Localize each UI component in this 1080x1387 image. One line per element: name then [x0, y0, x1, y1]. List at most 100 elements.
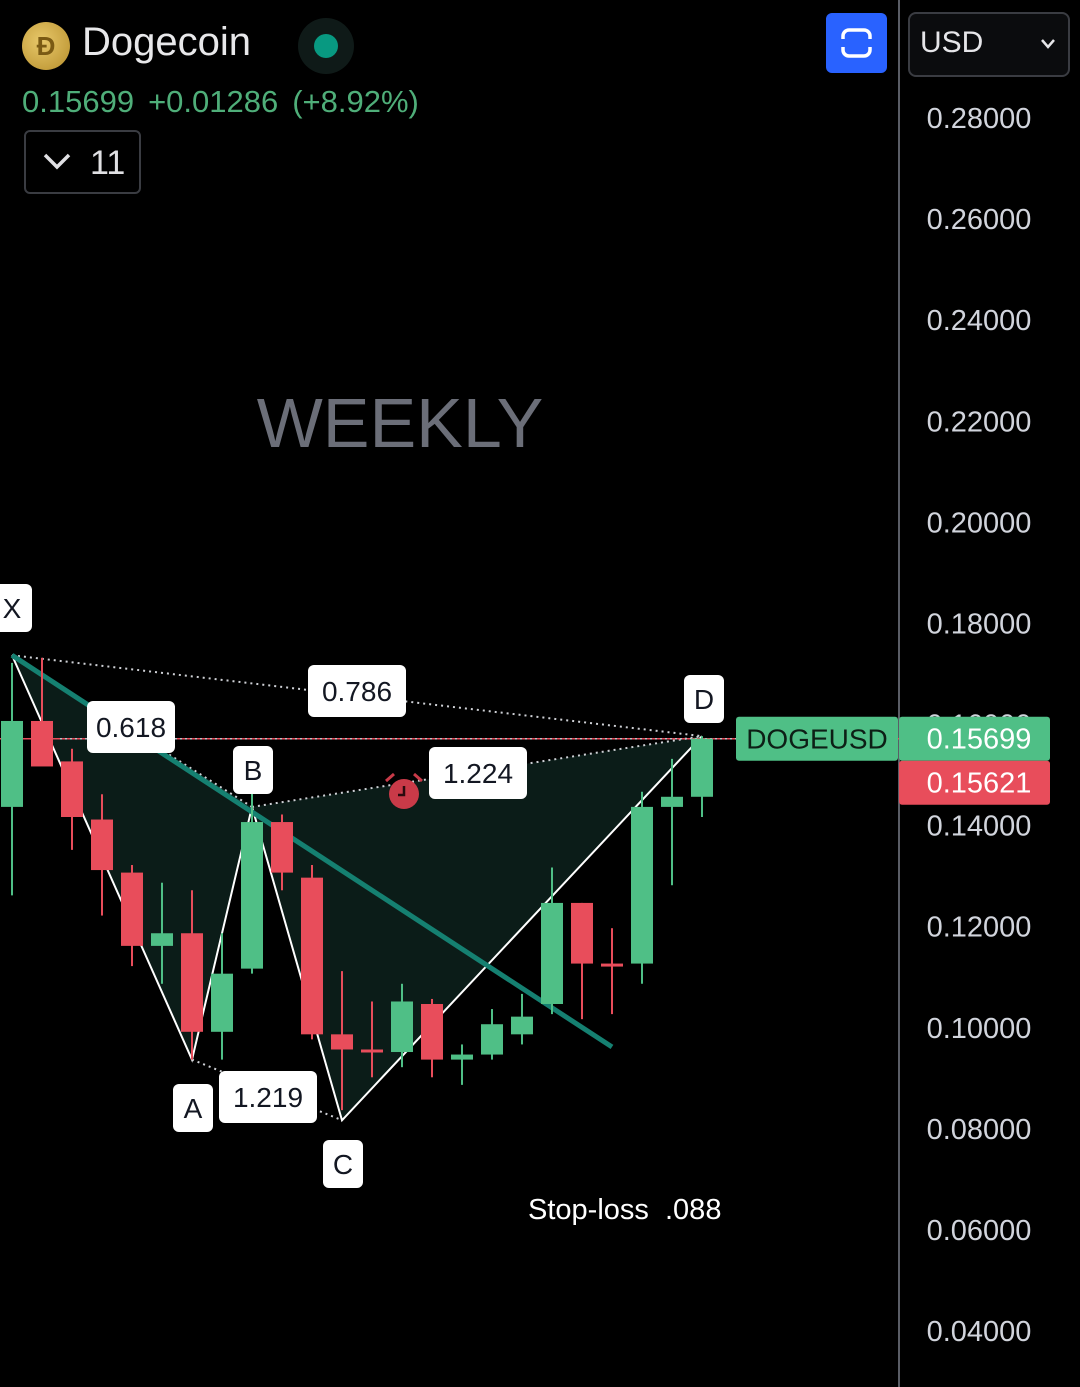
- price-change: +0.01286: [148, 84, 279, 119]
- last-price-tag-label: 0.15699: [927, 724, 1032, 756]
- y-tick-label: 0.28000: [927, 103, 1032, 135]
- candle-body: [241, 822, 263, 969]
- prev-close-tag: [899, 760, 1050, 805]
- alarm-clock-icon: [385, 772, 423, 809]
- candle-body: [361, 1049, 383, 1053]
- label-box: [233, 746, 273, 794]
- candle-body: [511, 1016, 533, 1035]
- y-tick-label: 0.24000: [927, 305, 1032, 337]
- candle: [271, 814, 293, 891]
- pattern-ratio-line: [11, 654, 703, 738]
- candle: [421, 998, 443, 1078]
- candle-body: [271, 822, 293, 873]
- y-tick-label: 0.10000: [927, 1013, 1032, 1045]
- ratio-label: 0.618: [87, 701, 175, 753]
- candle-body: [31, 720, 53, 767]
- label-text: B: [244, 755, 263, 786]
- candle: [451, 1044, 473, 1085]
- candle: [301, 865, 323, 1040]
- candle-body: [451, 1054, 473, 1060]
- fullscreen-button[interactable]: [826, 13, 887, 73]
- label-text: C: [333, 1149, 353, 1180]
- point-label-d: D: [684, 675, 724, 723]
- candle-body: [91, 819, 113, 871]
- candle-body: [121, 872, 143, 946]
- last-price-tag: [899, 716, 1050, 761]
- candle-body: [661, 796, 683, 807]
- y-tick-label: 0.22000: [927, 406, 1032, 438]
- candle: [241, 784, 263, 974]
- candle: [31, 657, 53, 767]
- y-tick-label: 0.18000: [927, 608, 1032, 640]
- ratio-label: 0.786: [308, 665, 406, 717]
- pattern-labels: X A B C D 0.618 0.786 1.219 1.224: [0, 584, 724, 1188]
- y-tick-label: 0.14000: [927, 811, 1032, 843]
- fullscreen-icon: [840, 28, 873, 58]
- candle-body: [211, 973, 233, 1032]
- candle-body: [571, 902, 593, 964]
- label-text: 1.219: [233, 1082, 303, 1113]
- candle-body: [301, 877, 323, 1035]
- chart-title-watermark: WEEKLY: [257, 384, 544, 462]
- label-text: 0.786: [322, 676, 392, 707]
- y-tick-label: 0.26000: [927, 204, 1032, 236]
- candle-body: [391, 1001, 413, 1053]
- dogecoin-logo-icon: Ð: [22, 22, 70, 70]
- label-box: [308, 665, 406, 717]
- label-box: [429, 747, 527, 799]
- symbol-tag-label: DOGEUSD: [746, 724, 888, 755]
- stop-loss-annotation: Stop-loss .088: [528, 1194, 721, 1226]
- alarm-clock-hands: [398, 786, 406, 797]
- label-box: [684, 675, 724, 723]
- currency-value: USD: [920, 26, 984, 59]
- chevron-down-icon: [43, 153, 71, 170]
- point-label-c: C: [323, 1140, 363, 1188]
- candle: [601, 928, 623, 1015]
- y-tick-label: 0.06000: [927, 1215, 1032, 1247]
- price-change-percent: (+8.92%): [292, 84, 419, 119]
- point-label-x: X: [0, 584, 32, 632]
- y-tick-label: 0.04000: [927, 1316, 1032, 1348]
- candle-body: [481, 1024, 503, 1055]
- candle: [1, 662, 23, 896]
- candle: [151, 882, 173, 984]
- ratio-label: 1.219: [219, 1071, 317, 1123]
- symbol-tag: [736, 716, 898, 761]
- chevron-down-icon: [1041, 39, 1055, 49]
- candle-body: [691, 738, 713, 797]
- symbol-name[interactable]: Dogecoin: [82, 20, 252, 64]
- label-box: [0, 584, 32, 632]
- price-axis[interactable]: 0.28000 0.26000 0.24000 0.22000 0.20000 0.180…: [927, 103, 1032, 1348]
- candle: [331, 971, 353, 1111]
- last-price: 0.15699: [22, 84, 135, 119]
- candle-body: [421, 1004, 443, 1060]
- candle-body: [631, 806, 653, 964]
- candle: [361, 1001, 383, 1078]
- pattern-bcd-fill: [252, 736, 702, 1121]
- market-status-indicator[interactable]: [298, 18, 354, 74]
- ratio-label: 1.224: [429, 747, 527, 799]
- candle-body: [601, 963, 623, 967]
- candle-body: [151, 933, 173, 946]
- indicators-toggle-button[interactable]: 11: [24, 130, 141, 194]
- candle-body: [61, 761, 83, 818]
- candle: [121, 865, 143, 967]
- prev-close-tag-label: 0.15621: [927, 768, 1032, 800]
- y-tick-label: 0.20000: [927, 507, 1032, 539]
- price-tags: DOGEUSD 0.15699 0.15621: [736, 716, 1050, 805]
- candle: [571, 902, 593, 1020]
- candle: [211, 933, 233, 1060]
- candle: [511, 993, 533, 1045]
- candle: [691, 736, 713, 818]
- y-tick-label: 0.08000: [927, 1114, 1032, 1146]
- market-open-dot-icon: [314, 34, 338, 58]
- candle: [61, 748, 83, 850]
- label-text: A: [184, 1093, 203, 1124]
- candle-body: [1, 720, 23, 807]
- label-box: [323, 1140, 363, 1188]
- candle: [481, 1009, 503, 1060]
- candle: [391, 983, 413, 1068]
- label-text: 0.618: [96, 712, 166, 743]
- currency-select[interactable]: USD: [908, 12, 1070, 77]
